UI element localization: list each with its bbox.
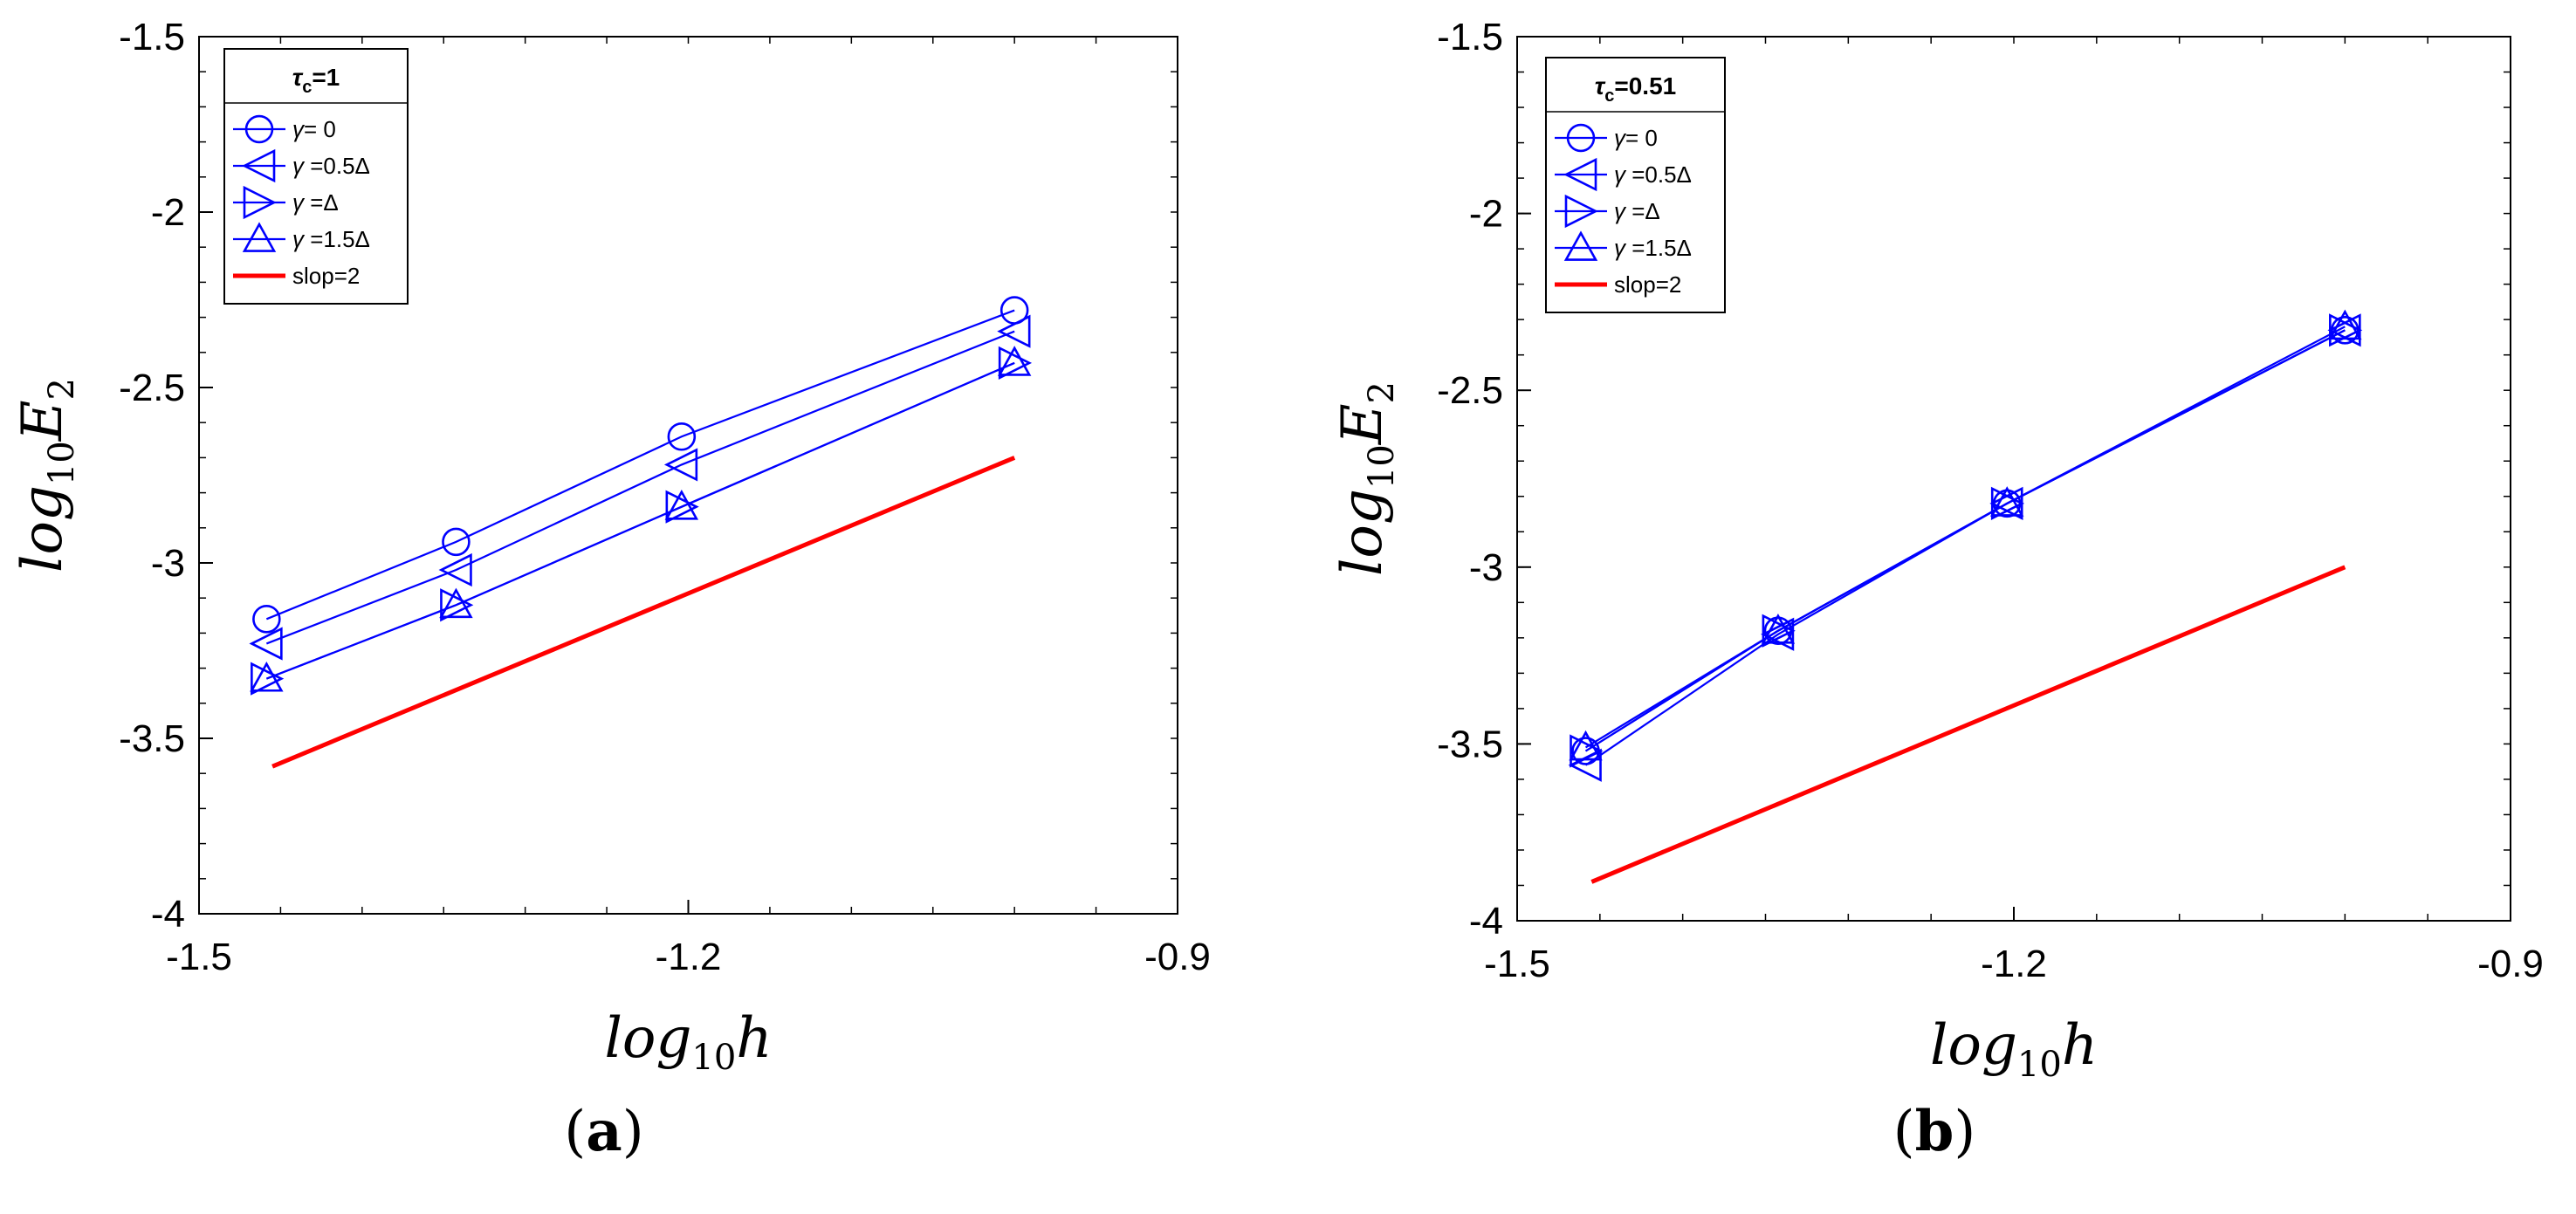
y-tick-label: -1.5 <box>119 16 185 58</box>
legend-entry-label: γ =Δ <box>292 189 339 216</box>
data-point-triangle-up <box>439 587 473 619</box>
legend-entry-label: γ =Δ <box>1614 198 1660 224</box>
data-point-triangle-up <box>1990 486 2024 517</box>
series-line <box>265 361 1015 680</box>
data-point-triangle-right <box>440 588 474 622</box>
chart-panel-a: -1.5 -1.2 -0.9 -4 -3.5 -3 -2.5 -2 -1.5 log10h log1… <box>10 16 1211 1164</box>
x-tick-label: -0.9 <box>1144 936 1211 978</box>
data-point-triangle-right <box>998 346 1033 380</box>
data-point-triangle-right <box>1990 486 2025 520</box>
y-tick-label: -3.5 <box>119 717 185 760</box>
series-line <box>265 309 1015 621</box>
series-line <box>265 330 1015 645</box>
legend-entry-label: γ= 0 <box>292 116 336 142</box>
legend-entry-label: slop=2 <box>292 263 360 289</box>
slope-reference-line <box>271 456 1016 769</box>
data-point-triangle-left <box>997 314 1031 348</box>
legend-marker-triangle-up <box>242 222 277 252</box>
y-tick-label: -2 <box>151 191 185 234</box>
legend-marker-circle <box>244 114 274 144</box>
legend-entry-label: γ= 0 <box>1614 125 1658 151</box>
legend-title: τc=1 <box>292 64 340 97</box>
y-tick-label: -3 <box>151 542 185 585</box>
legend-marker-triangle-up <box>1563 230 1598 261</box>
y-axis-title: log10E2 <box>10 378 82 573</box>
y-tick-label: -2.5 <box>119 367 185 409</box>
y-tick-label: -1.5 <box>1437 16 1503 58</box>
legend: τc=0.51 γ= 0 γ =0.5Δ γ =Δ γ =1.5Δ slop=2 <box>1545 57 1726 313</box>
legend-marker-triangle-right <box>243 185 277 220</box>
legend-marker-triangle-left <box>242 148 276 183</box>
data-point-triangle-right <box>1762 614 1796 648</box>
y-tick-label: -3 <box>1469 546 1503 589</box>
data-point-triangle-up <box>997 346 1032 376</box>
legend-box <box>1545 57 1726 313</box>
data-point-triangle-up <box>1761 614 1796 644</box>
legend-entry-label: slop=2 <box>1614 271 1681 298</box>
legend: τc=1 γ= 0 γ =0.5Δ γ =Δ γ =1.5Δ slop=2 <box>223 48 409 305</box>
data-point-triangle-up <box>2328 309 2362 340</box>
series-line <box>1584 326 2346 749</box>
data-point-triangle-right <box>665 490 699 524</box>
data-point-circle <box>252 605 281 634</box>
series-1 <box>249 314 1031 661</box>
y-tick-label: -4 <box>151 893 185 936</box>
x-tick-label: -1.5 <box>1484 943 1550 985</box>
x-tick-label: -1.2 <box>1981 943 2047 985</box>
data-point-triangle-left <box>249 627 283 661</box>
data-point-triangle-right <box>251 662 285 696</box>
series-3 <box>1569 309 2362 761</box>
data-point-circle <box>442 527 471 557</box>
data-point-circle <box>667 422 697 451</box>
legend-title: τc=0.51 <box>1595 72 1676 106</box>
data-point-triangle-left <box>663 448 698 482</box>
y-tick-label: -2 <box>1469 193 1503 236</box>
data-point-triangle-up <box>1569 730 1603 761</box>
legend-entry-label: γ =1.5Δ <box>1614 235 1692 261</box>
x-axis-title: log10h <box>604 1006 772 1078</box>
x-tick-label: -1.2 <box>656 936 722 978</box>
slope-reference-line <box>1590 565 2346 884</box>
legend-entry-label: γ =0.5Δ <box>292 153 370 179</box>
x-tick-label: -0.9 <box>2477 943 2544 985</box>
x-axis-title: log10h <box>1930 1013 2098 1085</box>
series-4 <box>271 456 1016 769</box>
series-4 <box>1590 565 2346 884</box>
panel-label: (a) <box>564 1099 643 1164</box>
legend-marker-circle <box>1566 123 1596 153</box>
legend-entry-label: γ =0.5Δ <box>1614 161 1692 188</box>
panel-label: (b) <box>1893 1099 1976 1164</box>
chart-panel-b: -1.5 -1.2 -0.9 -4 -3.5 -3 -2.5 -2 -1.5 log10h log1… <box>1330 16 2544 1164</box>
data-point-triangle-up <box>664 490 699 520</box>
y-tick-label: -3.5 <box>1437 723 1503 765</box>
y-tick-label: -4 <box>1469 900 1503 943</box>
data-point-triangle-left <box>438 552 472 587</box>
legend-marker-triangle-left <box>1563 157 1597 192</box>
series-3 <box>250 346 1032 692</box>
legend-box <box>223 48 409 305</box>
y-axis-title: log10E2 <box>1330 381 1402 576</box>
legend-marker-triangle-right <box>1564 194 1598 229</box>
legend-entry-label: γ =1.5Δ <box>292 226 370 252</box>
data-point-triangle-up <box>250 661 284 692</box>
y-tick-label: -2.5 <box>1437 369 1503 412</box>
x-tick-label: -1.5 <box>166 936 232 978</box>
